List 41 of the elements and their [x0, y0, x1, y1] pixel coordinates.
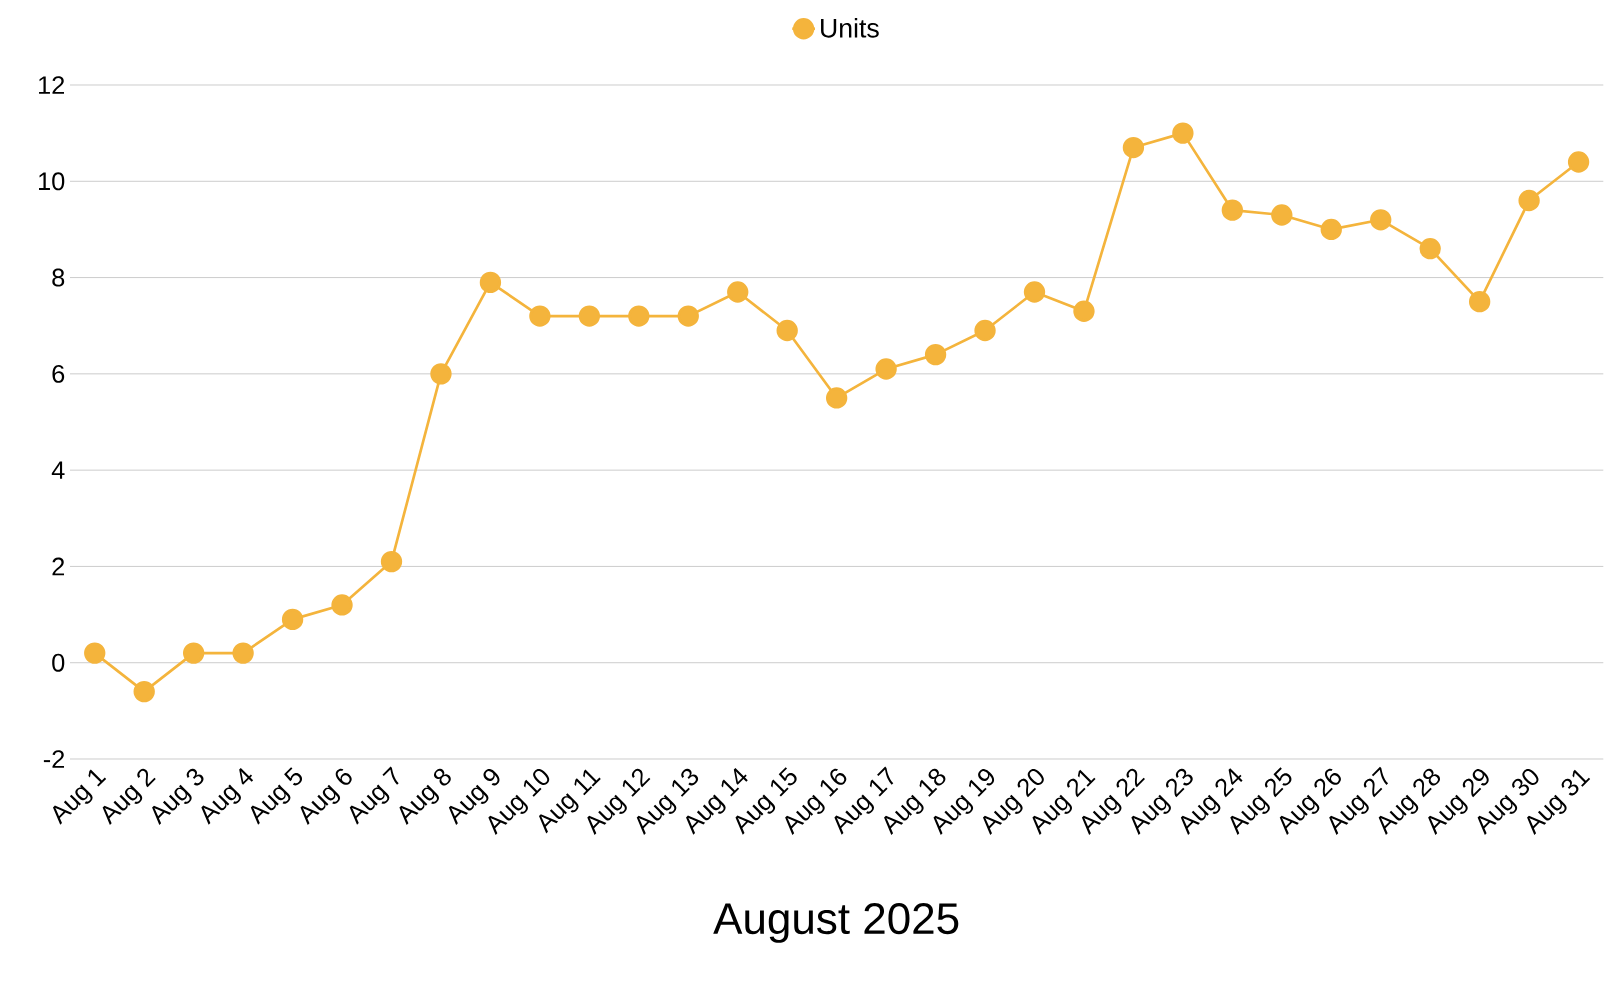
y-tick-label: 0: [52, 653, 65, 672]
point: [825, 387, 848, 409]
point: [1419, 238, 1441, 260]
y-tick-label: 2: [52, 557, 65, 576]
point: [924, 343, 947, 366]
y-tick-label: 8: [52, 268, 65, 287]
point: [1271, 204, 1293, 226]
point: [1221, 199, 1244, 221]
point: [133, 680, 155, 703]
point: [1468, 290, 1491, 313]
y-tick-label: 4: [51, 461, 65, 479]
point: [974, 319, 996, 342]
y-tick-label: -2: [43, 750, 65, 768]
point: [628, 305, 650, 327]
point: [1370, 209, 1392, 231]
point: [232, 642, 254, 664]
point: [281, 608, 304, 631]
point: [479, 271, 502, 294]
point: [1172, 122, 1194, 144]
point: [84, 642, 106, 664]
point: [1320, 218, 1342, 241]
point: [430, 363, 452, 385]
point: [776, 319, 798, 342]
point: [331, 594, 353, 616]
point: [727, 281, 749, 303]
x-axis-title: August 2025: [713, 903, 959, 943]
point: [1518, 189, 1540, 212]
point: [380, 550, 403, 573]
point: [578, 305, 601, 327]
point: [529, 305, 551, 327]
y-tick-label: 6: [52, 364, 65, 383]
point: [1023, 281, 1046, 303]
y-tick-label: 12: [39, 76, 65, 94]
point: [1567, 151, 1590, 173]
point: [182, 642, 205, 664]
legend-label: Units: [821, 18, 879, 38]
y-tick-label: 10: [39, 172, 65, 191]
point: [1073, 300, 1095, 322]
point: [1122, 136, 1145, 159]
point: [677, 305, 699, 327]
point: [875, 358, 897, 380]
